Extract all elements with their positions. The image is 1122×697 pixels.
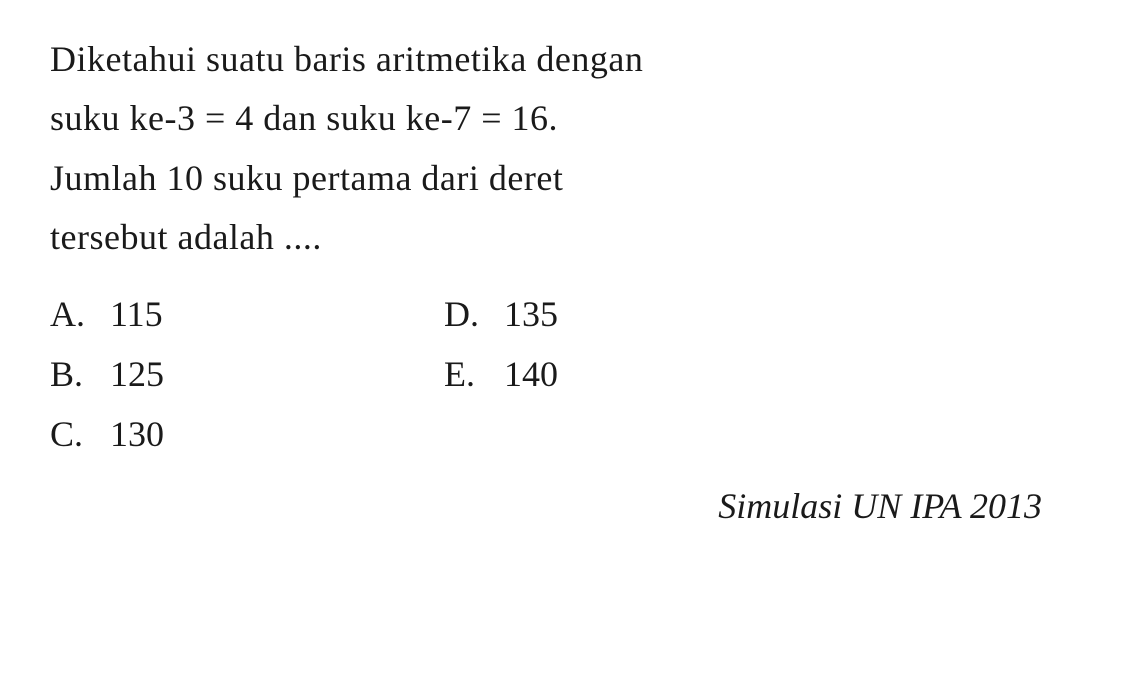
options-left-column: A. 115 B. 125 C. 130 bbox=[50, 293, 164, 455]
option-b: B. 125 bbox=[50, 353, 164, 395]
option-value: 125 bbox=[110, 353, 164, 395]
option-letter: D. bbox=[444, 293, 504, 335]
question-line-2: suku ke-3 = 4 dan suku ke-7 = 16. bbox=[50, 89, 1072, 148]
source-text: Simulasi UN IPA 2013 bbox=[50, 485, 1072, 527]
question-line-3: Jumlah 10 suku pertama dari deret bbox=[50, 149, 1072, 208]
question-line-4: tersebut adalah .... bbox=[50, 208, 1072, 267]
option-letter: E. bbox=[444, 353, 504, 395]
option-d: D. 135 bbox=[444, 293, 558, 335]
option-letter: B. bbox=[50, 353, 110, 395]
option-value: 140 bbox=[504, 353, 558, 395]
option-a: A. 115 bbox=[50, 293, 164, 335]
option-e: E. 140 bbox=[444, 353, 558, 395]
options-container: A. 115 B. 125 C. 130 D. 135 E. 140 bbox=[50, 293, 1072, 455]
question-line-1: Diketahui suatu baris aritmetika dengan bbox=[50, 30, 1072, 89]
question-text: Diketahui suatu baris aritmetika dengan … bbox=[50, 30, 1072, 268]
options-right-column: D. 135 E. 140 bbox=[444, 293, 558, 455]
option-value: 115 bbox=[110, 293, 163, 335]
option-value: 135 bbox=[504, 293, 558, 335]
option-letter: C. bbox=[50, 413, 110, 455]
option-letter: A. bbox=[50, 293, 110, 335]
option-value: 130 bbox=[110, 413, 164, 455]
option-c: C. 130 bbox=[50, 413, 164, 455]
